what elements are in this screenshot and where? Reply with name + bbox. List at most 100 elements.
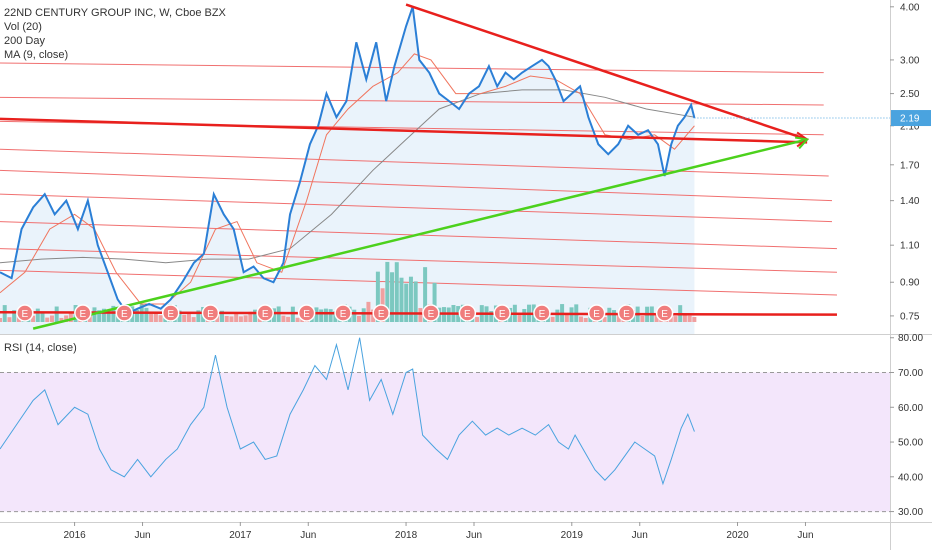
volume-bar xyxy=(35,308,40,322)
volume-bar xyxy=(564,314,569,322)
ma9-line xyxy=(0,53,695,305)
volume-bar xyxy=(31,315,36,322)
volume-bar xyxy=(144,307,149,322)
channel-line-5[interactable] xyxy=(0,193,833,223)
last-price-value: 2.19 xyxy=(900,114,920,125)
channel-line-4[interactable] xyxy=(0,169,833,202)
volume-bar xyxy=(413,281,418,322)
rising-arrowhead xyxy=(794,136,810,150)
earnings-marker-label: E xyxy=(464,309,471,320)
volume-bar xyxy=(423,267,428,322)
earnings-marker[interactable] xyxy=(655,304,674,322)
rsi-pane[interactable] xyxy=(0,337,890,513)
volume-bar xyxy=(432,282,437,322)
volume-bar xyxy=(182,314,187,322)
earnings-marker[interactable] xyxy=(493,304,511,322)
volume-bar xyxy=(640,315,645,322)
earnings-marker-label: E xyxy=(340,309,347,320)
volume-bar xyxy=(602,317,607,322)
volume-bar xyxy=(0,318,2,322)
earnings-marker[interactable] xyxy=(334,304,352,322)
earnings-marker[interactable] xyxy=(297,304,316,322)
time-axis-label: 2017 xyxy=(229,530,252,541)
volume-bar xyxy=(106,309,111,322)
channel-line-0[interactable] xyxy=(0,62,824,74)
earnings-marker-label: E xyxy=(22,309,29,320)
time-axis-label: 2016 xyxy=(63,530,86,541)
rsi-band xyxy=(0,372,890,512)
price-axis-label: 2.50 xyxy=(900,89,920,100)
volume-bar xyxy=(2,305,7,322)
volume-bar xyxy=(404,283,409,322)
time-axis-label: 2019 xyxy=(561,530,584,541)
volume-bar xyxy=(522,309,527,322)
earnings-marker-label: E xyxy=(499,309,506,320)
volume-bar xyxy=(286,316,291,322)
earnings-marker-label: E xyxy=(539,309,546,320)
volume-bar xyxy=(12,310,17,322)
earnings-marker-label: E xyxy=(80,309,87,320)
volume-bar xyxy=(234,313,239,322)
volume-bar xyxy=(49,315,54,322)
study-ma9-label: MA (9, close) xyxy=(4,49,69,61)
earnings-marker[interactable] xyxy=(161,304,180,322)
volume-bar xyxy=(390,272,395,322)
volume-bar xyxy=(158,315,163,322)
rsi-axis-label: 30.00 xyxy=(898,507,923,518)
earnings-marker[interactable] xyxy=(617,304,636,322)
earnings-marker[interactable] xyxy=(422,304,440,322)
earnings-marker[interactable] xyxy=(74,304,92,322)
base-trendline[interactable] xyxy=(0,311,837,316)
volume-bar xyxy=(361,308,366,322)
earnings-marker-label: E xyxy=(378,309,385,320)
volume-bar xyxy=(111,305,116,322)
volume-bar xyxy=(229,316,234,322)
earnings-marker[interactable] xyxy=(16,304,34,322)
volume-bar xyxy=(134,309,139,322)
channel-line-8[interactable] xyxy=(0,269,837,296)
volume-bar xyxy=(616,315,621,322)
earnings-marker[interactable] xyxy=(201,304,220,322)
time-axis-label: Jun xyxy=(466,530,482,541)
time-axis-label: 2020 xyxy=(726,530,749,541)
time-axis-label: Jun xyxy=(134,530,150,541)
volume-bar xyxy=(323,308,328,322)
volume-bar xyxy=(314,307,319,322)
time-axis-label: 2018 xyxy=(395,530,418,541)
volume-bar xyxy=(418,308,423,322)
price-axis-label: 3.00 xyxy=(900,55,920,66)
volume-bar xyxy=(517,315,522,322)
channel-line-1[interactable] xyxy=(0,96,824,106)
earnings-marker-label: E xyxy=(661,309,668,320)
earnings-marker[interactable] xyxy=(458,304,477,322)
rsi-axis-label: 70.00 xyxy=(898,368,923,379)
price-axis-label: 0.75 xyxy=(900,311,920,322)
volume-bar xyxy=(7,317,12,322)
earnings-marker[interactable] xyxy=(372,304,390,322)
earnings-marker-label: E xyxy=(593,309,600,320)
volume-bar xyxy=(191,317,196,322)
volume-bar xyxy=(328,309,333,322)
rising-trendline[interactable] xyxy=(32,138,808,330)
rsi-legend: RSI (14, close) xyxy=(4,341,77,355)
study-ma200-label: 200 Day xyxy=(4,35,45,47)
earnings-marker-label: E xyxy=(121,309,128,320)
last-price-tag xyxy=(891,110,931,127)
earnings-marker[interactable] xyxy=(256,304,274,322)
time-axis-label: Jun xyxy=(632,530,648,541)
earnings-marker[interactable] xyxy=(533,304,551,322)
volume-bar xyxy=(45,317,50,322)
earnings-marker[interactable] xyxy=(115,304,134,322)
time-axis-label: Jun xyxy=(300,530,316,541)
support-trendline[interactable] xyxy=(0,117,808,144)
resistance-trendline[interactable] xyxy=(405,3,808,141)
channel-line-3[interactable] xyxy=(0,148,829,177)
volume-bar xyxy=(186,312,191,322)
volume-bar xyxy=(281,315,286,322)
earnings-marker[interactable] xyxy=(587,304,606,322)
channel-line-7[interactable] xyxy=(0,248,837,273)
volume-bar xyxy=(271,308,276,322)
volume-bar xyxy=(475,317,480,322)
volume-bar xyxy=(319,309,324,322)
